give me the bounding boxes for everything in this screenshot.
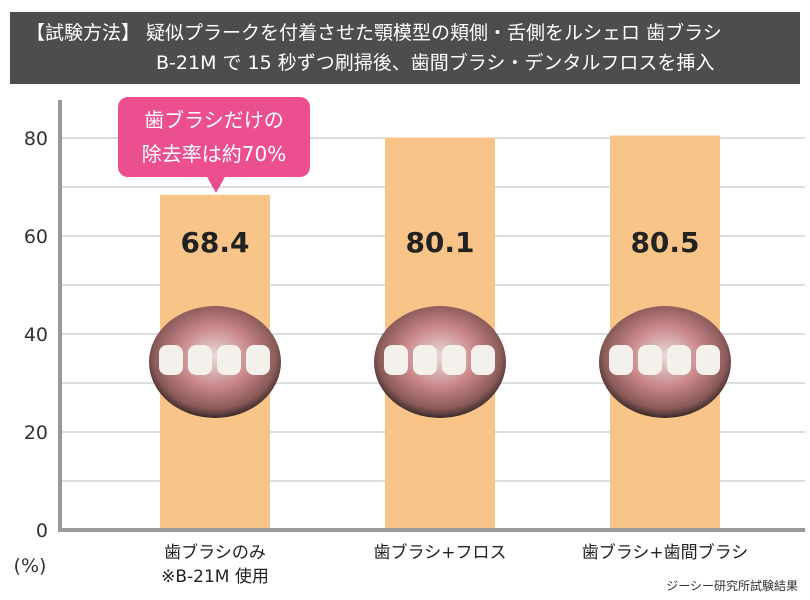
- source-note: ジーシー研究所試験結果: [666, 579, 798, 593]
- category-sublabel: ※B-21M 使用: [161, 566, 269, 587]
- tooth: [471, 345, 495, 375]
- axes: [58, 100, 805, 532]
- y-tick-label: 20: [24, 422, 48, 444]
- y-tick-label: 40: [24, 324, 48, 346]
- y-tick-label: 80: [24, 128, 48, 150]
- tooth: [246, 345, 270, 375]
- header-line-1: 【試験方法】 疑似プラークを付着させた顎模型の頬側・舌側をルシェロ 歯ブラシ: [26, 22, 722, 44]
- tooth: [384, 345, 408, 375]
- test-method-header: 【試験方法】 疑似プラークを付着させた顎模型の頬側・舌側をルシェロ 歯ブラシ B…: [10, 12, 800, 84]
- callout-bubble: 歯ブラシだけの 除去率は約70%: [118, 97, 310, 193]
- category-label: 歯ブラシ+歯間ブラシ: [582, 542, 749, 563]
- tooth: [188, 345, 212, 375]
- tooth: [159, 345, 183, 375]
- tooth: [667, 345, 691, 375]
- teeth-photo: [599, 306, 731, 418]
- value-label: 80.5: [630, 226, 699, 259]
- category-label: 歯ブラシのみ: [164, 542, 266, 563]
- tooth: [609, 345, 633, 375]
- value-label: 80.1: [405, 226, 474, 259]
- tooth: [638, 345, 662, 375]
- value-label: 68.4: [180, 226, 249, 259]
- tooth: [696, 345, 720, 375]
- y-tick-label: 0: [36, 520, 48, 542]
- category-label: 歯ブラシ+フロス: [374, 542, 507, 563]
- callout-line-2: 除去率は約70%: [141, 142, 287, 166]
- tooth: [413, 345, 437, 375]
- tooth: [217, 345, 241, 375]
- y-axis-unit: (%): [14, 555, 47, 577]
- teeth-photo: [374, 306, 506, 418]
- callout-line-1: 歯ブラシだけの: [144, 108, 284, 132]
- teeth-photo: [149, 306, 281, 418]
- tooth: [442, 345, 466, 375]
- header-line-2: B-21M で 15 秒ずつ刷掃後、歯間ブラシ・デンタルフロスを挿入: [156, 52, 715, 74]
- y-tick-label: 60: [24, 226, 48, 248]
